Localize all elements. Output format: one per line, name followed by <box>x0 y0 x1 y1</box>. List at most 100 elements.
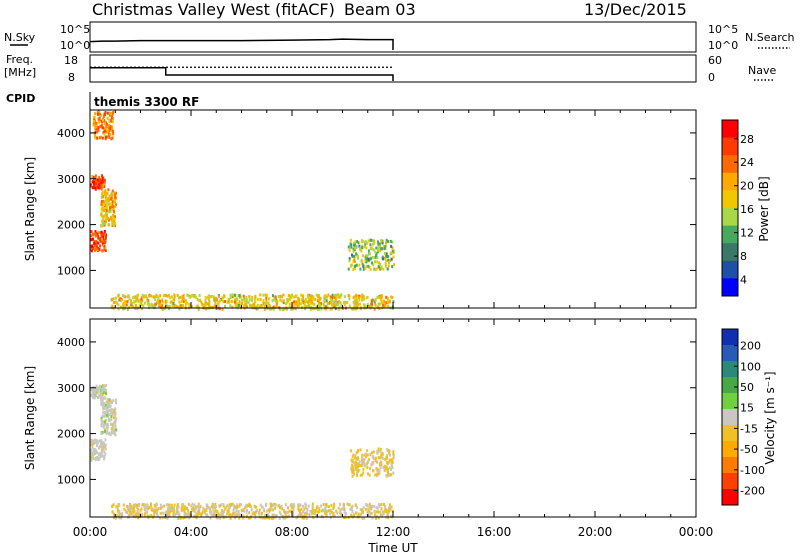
data-cell <box>132 305 135 309</box>
data-cell <box>362 459 365 463</box>
data-cell <box>383 468 386 472</box>
x-tick-label: 20:00 <box>578 525 613 539</box>
data-cell <box>393 263 395 267</box>
data-cell <box>381 513 383 517</box>
data-cell <box>370 246 373 250</box>
data-cell <box>197 307 200 311</box>
data-cell <box>103 450 106 454</box>
data-cell <box>347 267 350 271</box>
data-cell <box>240 508 243 512</box>
data-cell <box>329 295 332 299</box>
data-cell <box>101 221 104 225</box>
data-cell <box>191 507 193 511</box>
colorbar-tick-label: 20 <box>740 180 754 193</box>
data-cell <box>392 300 395 304</box>
data-cell <box>94 438 97 442</box>
data-cell <box>260 512 263 516</box>
data-cell <box>99 244 102 248</box>
data-cell <box>103 121 106 125</box>
data-cell <box>351 454 354 458</box>
data-cell <box>299 511 302 515</box>
data-cell <box>312 509 314 513</box>
data-cell <box>265 509 268 513</box>
data-cell <box>114 398 117 402</box>
nave-tick-bottom: 0 <box>708 71 715 84</box>
data-cell <box>236 304 239 308</box>
data-cell <box>111 117 114 120</box>
data-cell <box>286 307 289 311</box>
data-cell <box>302 504 305 508</box>
data-cell <box>104 236 107 240</box>
data-cell <box>95 121 98 125</box>
data-cell <box>378 295 381 299</box>
data-cell <box>281 514 284 518</box>
data-cell <box>205 506 208 510</box>
data-cell <box>94 240 97 244</box>
data-cell <box>111 125 114 129</box>
data-cell <box>256 509 258 513</box>
data-cell <box>111 504 114 508</box>
data-cell <box>91 175 94 179</box>
data-cell <box>113 217 116 221</box>
data-cell <box>176 505 179 509</box>
data-cell <box>98 452 101 456</box>
data-cell <box>207 298 210 302</box>
data-cell <box>291 505 293 509</box>
data-cell <box>275 297 278 301</box>
data-cell <box>362 506 365 510</box>
data-cell <box>209 510 212 514</box>
data-cell <box>340 293 343 297</box>
data-cell <box>225 505 228 509</box>
data-cell <box>176 510 178 514</box>
freq-panel: Freq. [MHz] 18 8 60 0 Nave <box>4 53 776 84</box>
data-cell <box>114 195 117 199</box>
colorbar-tick-label: 50 <box>740 381 754 394</box>
data-cell <box>386 454 389 458</box>
data-cell <box>97 126 100 130</box>
data-cell <box>376 460 378 464</box>
data-cell <box>153 510 156 514</box>
data-cell <box>92 391 95 395</box>
data-cell <box>354 240 357 244</box>
data-cell <box>208 300 211 303</box>
data-cell <box>231 300 234 304</box>
data-cell <box>204 302 207 306</box>
data-cell <box>353 243 356 247</box>
data-cell <box>214 509 217 513</box>
data-cell <box>104 246 107 250</box>
data-cell <box>93 241 96 245</box>
data-cell <box>210 295 213 298</box>
data-cell <box>353 295 356 299</box>
data-cell <box>380 507 383 511</box>
data-cell <box>180 509 183 513</box>
data-cell <box>231 512 234 516</box>
data-cell <box>101 174 103 178</box>
data-cell <box>333 502 336 506</box>
data-cell <box>380 503 383 507</box>
data-cell <box>181 295 184 299</box>
data-cell <box>101 177 104 180</box>
data-cell <box>186 512 188 516</box>
data-cell <box>116 506 119 509</box>
data-cell <box>104 429 106 433</box>
data-cell <box>390 251 393 255</box>
data-cell <box>353 241 356 245</box>
data-cell <box>94 232 97 236</box>
x-tick-label: 04:00 <box>174 525 209 539</box>
data-cell <box>94 182 97 185</box>
data-cell <box>114 516 117 520</box>
data-cell <box>154 302 157 306</box>
data-cell <box>353 513 356 517</box>
data-cell <box>303 508 306 512</box>
colorbar-tick-label: 12 <box>740 227 754 240</box>
data-cell <box>365 257 368 261</box>
data-cell <box>94 230 97 234</box>
data-cell <box>139 508 142 512</box>
data-cell <box>370 507 373 511</box>
data-cell <box>279 307 281 311</box>
data-cell <box>120 305 122 309</box>
data-cell <box>250 508 253 512</box>
data-cell <box>130 303 133 307</box>
data-cell <box>161 298 164 302</box>
